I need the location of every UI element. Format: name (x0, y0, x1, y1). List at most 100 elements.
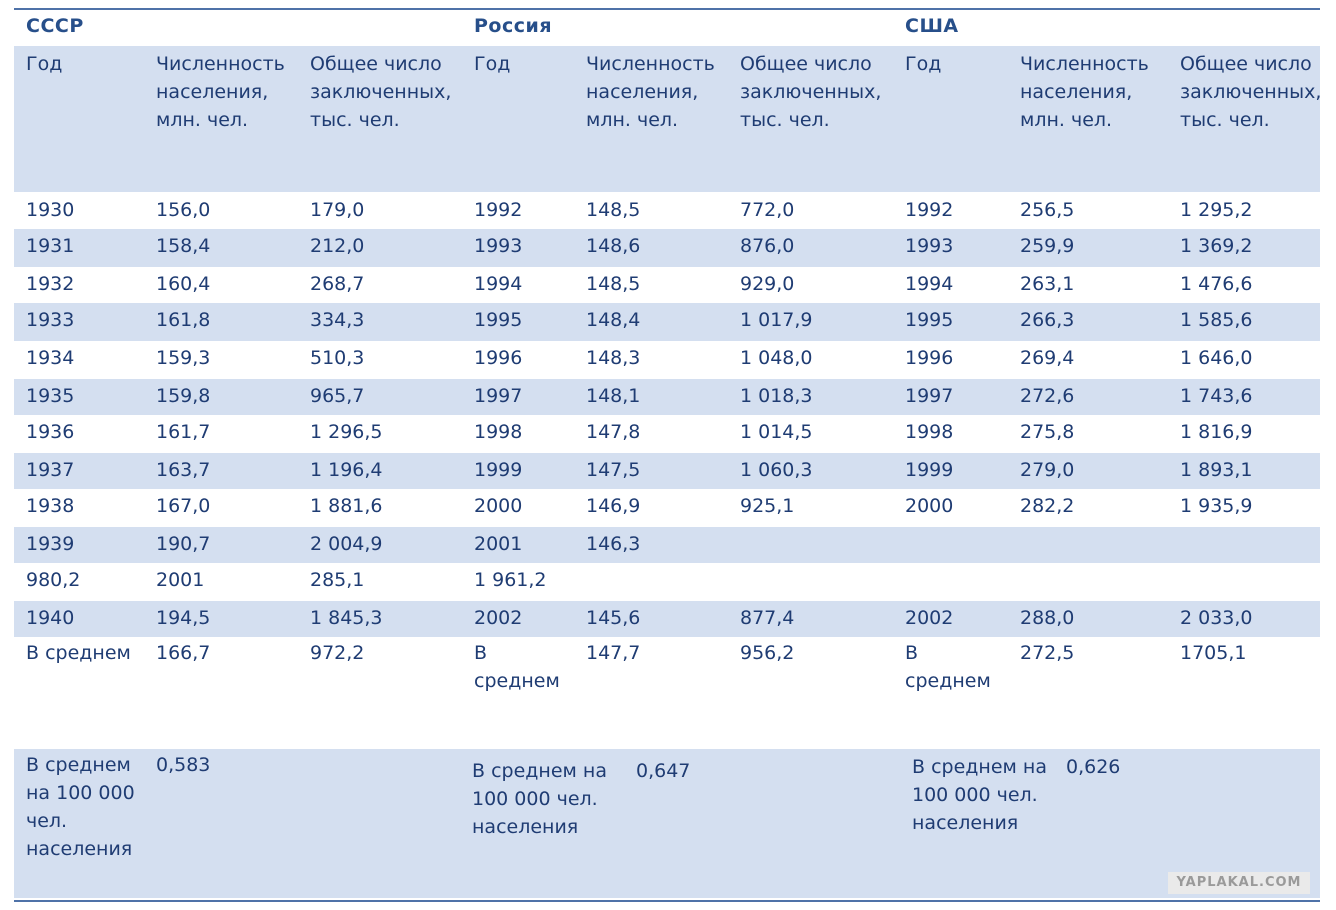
average-population-ussr: 166,7 (156, 642, 211, 664)
table-cell: 1994 (474, 273, 523, 295)
average-label-usa: В среднем (905, 639, 991, 695)
watermark-logo: YAPLAKAL.COM (1168, 872, 1310, 894)
label-line: В (905, 642, 919, 664)
table-cell: 1995 (474, 309, 523, 331)
table-cell: 2002 (905, 607, 954, 629)
table-row: 1936 161,7 1 296,5 1998 147,8 1 014,5 1998 275,… (14, 415, 1320, 453)
label-line: населения (26, 838, 133, 860)
table-cell: 288,0 (1020, 607, 1075, 629)
table-cell: 1 961,2 (474, 569, 547, 591)
group-header-usa: США (905, 15, 959, 37)
col-year-russia: Год (474, 53, 511, 75)
table-cell: 2 033,0 (1180, 607, 1253, 629)
table-cell: 1932 (26, 273, 75, 295)
table-cell: 266,3 (1020, 309, 1075, 331)
table-row: 1933 161,8 334,3 1995 148,4 1 017,9 1995 266,3 1… (14, 303, 1320, 341)
table-cell: 1996 (474, 347, 523, 369)
table-cell: 1 014,5 (740, 421, 813, 443)
col-label-line: Численность (586, 53, 715, 75)
per100k-label-russia: В среднем на 100 000 чел. населения (472, 757, 607, 841)
table-cell: 161,8 (156, 309, 211, 331)
table-cell: 147,8 (586, 421, 641, 443)
col-label-line: млн. чел. (1020, 109, 1113, 131)
col-year-usa: Год (905, 53, 942, 75)
col-label-line: млн. чел. (156, 109, 249, 131)
table-row: 1935 159,8 965,7 1997 148,1 1 018,3 1997 272,6 1… (14, 379, 1320, 415)
table-cell: 772,0 (740, 199, 795, 221)
table-cell: 2000 (474, 495, 523, 517)
table-cell: 1993 (905, 235, 954, 257)
table-cell: 1 018,3 (740, 385, 813, 407)
table-cell: 1 743,6 (1180, 385, 1253, 407)
per100k-row: В среднем на 100 000 чел. населения 0,58… (14, 749, 1320, 898)
label-line: 100 000 чел. (472, 788, 598, 810)
table-cell: 1 060,3 (740, 459, 813, 481)
table-row: 1931 158,4 212,0 1993 148,6 876,0 1993 259,9 1 3… (14, 229, 1320, 267)
table-cell: 1930 (26, 199, 75, 221)
table-cell: 1936 (26, 421, 75, 443)
col-year-ussr: Год (26, 53, 63, 75)
table-row: 1939 190,7 2 004,9 2001 146,3 (14, 527, 1320, 563)
table-cell: 877,4 (740, 607, 795, 629)
table-cell: 146,9 (586, 495, 641, 517)
table-cell: 190,7 (156, 533, 211, 555)
table-cell: 929,0 (740, 273, 795, 295)
average-label-russia: В среднем (474, 639, 560, 695)
table-cell: 148,6 (586, 235, 641, 257)
average-prisoners-usa: 1705,1 (1180, 642, 1247, 664)
table-cell: 2002 (474, 607, 523, 629)
col-label-line: населения, (156, 81, 269, 103)
per100k-value-usa: 0,626 (1066, 756, 1121, 778)
per100k-label-ussr: В среднем на 100 000 чел. населения (26, 751, 135, 863)
table-cell: 148,3 (586, 347, 641, 369)
table-cell: 212,0 (310, 235, 365, 257)
table-cell: 1939 (26, 533, 75, 555)
label-line: среднем (905, 670, 991, 692)
col-label-line: тыс. чел. (740, 109, 830, 131)
table-row: 1932 160,4 268,7 1994 148,5 929,0 1994 263,1 1 4… (14, 267, 1320, 303)
table-cell: 263,1 (1020, 273, 1075, 295)
table-row: 1930 156,0 179,0 1992 148,5 772,0 1992 256,5 1 2… (14, 193, 1320, 229)
table-cell: 1999 (474, 459, 523, 481)
col-label-line: Численность (156, 53, 285, 75)
table-cell: 1934 (26, 347, 75, 369)
table-cell: 980,2 (26, 569, 81, 591)
table-cell: 925,1 (740, 495, 795, 517)
table-cell: 1997 (474, 385, 523, 407)
table-cell: 160,4 (156, 273, 211, 295)
table-cell: 1 816,9 (1180, 421, 1253, 443)
table-cell: 1992 (474, 199, 523, 221)
table-cell: 161,7 (156, 421, 211, 443)
table-cell: 148,1 (586, 385, 641, 407)
table-cell: 1996 (905, 347, 954, 369)
table-cell: 156,0 (156, 199, 211, 221)
table-row: 1938 167,0 1 881,6 2000 146,9 925,1 2000 282,2 1… (14, 489, 1320, 527)
table-cell: 285,1 (310, 569, 365, 591)
table-cell: 2001 (474, 533, 523, 555)
table-row: 1940 194,5 1 845,3 2002 145,6 877,4 2002 288,0 2… (14, 601, 1320, 637)
group-header-russia: Россия (474, 15, 553, 37)
label-line: населения (912, 812, 1019, 834)
table-cell: 1998 (474, 421, 523, 443)
table-cell: 259,9 (1020, 235, 1075, 257)
col-prisoners-usa: Общее число заключенных, тыс. чел. (1180, 50, 1321, 134)
col-label-line: Общее число (1180, 53, 1312, 75)
col-label-line: Общее число (740, 53, 872, 75)
table-row: 1934 159,3 510,3 1996 148,3 1 048,0 1996 269,4 1… (14, 341, 1320, 379)
table-cell: 1 893,1 (1180, 459, 1253, 481)
table-cell: 159,8 (156, 385, 211, 407)
label-line: В среднем на (472, 760, 607, 782)
table-cell: 148,5 (586, 273, 641, 295)
table-cell: 965,7 (310, 385, 365, 407)
label-line: В среднем (26, 754, 131, 776)
group-header-ussr: СССР (26, 15, 84, 37)
table-cell: 1999 (905, 459, 954, 481)
col-label-line: тыс. чел. (310, 109, 400, 131)
table-cell: 1938 (26, 495, 75, 517)
table-cell: 256,5 (1020, 199, 1075, 221)
label-line: на 100 000 (26, 782, 135, 804)
table-cell: 1998 (905, 421, 954, 443)
average-row: В среднем 166,7 972,2 В среднем 147,7 95… (14, 637, 1320, 749)
table-cell: 1 296,5 (310, 421, 383, 443)
col-population-russia: Численность населения, млн. чел. (586, 50, 715, 134)
